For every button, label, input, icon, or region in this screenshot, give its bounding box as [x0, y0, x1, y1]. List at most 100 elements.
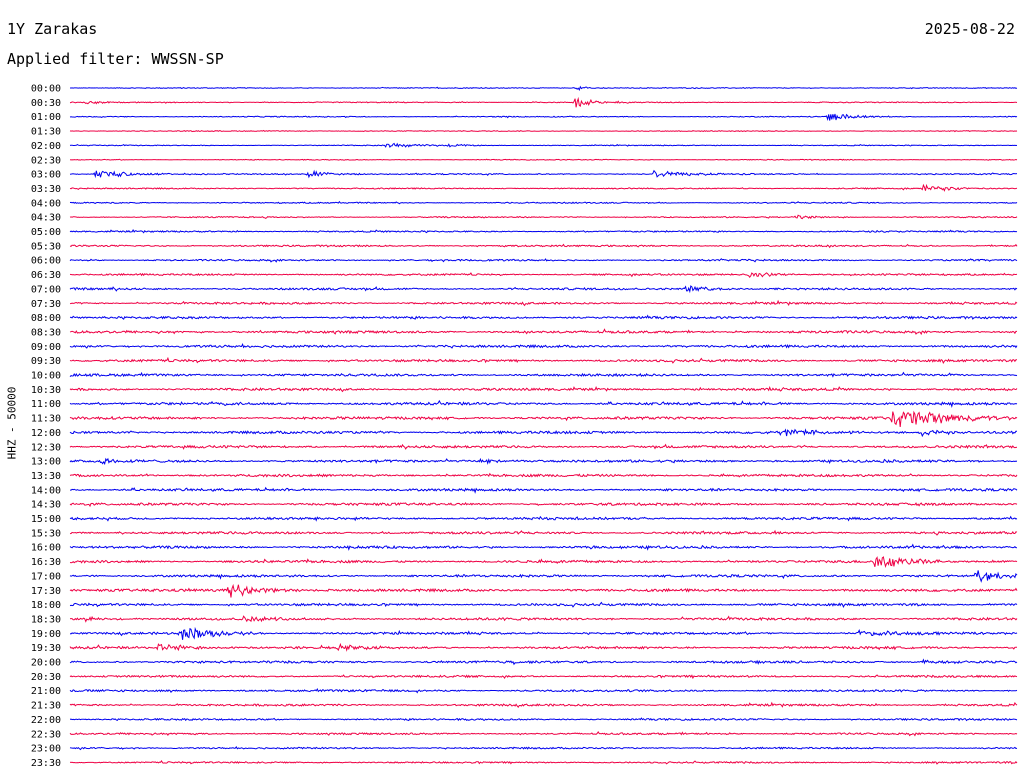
trace-row	[69, 328, 1017, 336]
seismic-traces	[69, 85, 1018, 765]
trace-row	[69, 642, 1018, 652]
row-time-label: 23:00	[31, 744, 61, 755]
row-time-label: 13:00	[31, 457, 61, 468]
row-time-label: 16:30	[31, 557, 61, 568]
trace-row	[69, 96, 1018, 108]
trace-row	[70, 486, 1018, 494]
row-time-label: 11:00	[31, 399, 61, 410]
trace-row	[69, 570, 1018, 583]
row-time-label: 06:00	[31, 256, 61, 267]
row-time-label: 03:30	[31, 184, 61, 195]
trace-row	[69, 356, 1017, 364]
trace-row	[69, 410, 1018, 428]
trace-row	[69, 285, 1018, 294]
row-time-label: 09:30	[31, 356, 61, 367]
row-time-label: 20:00	[31, 658, 61, 669]
row-time-label: 10:30	[31, 385, 61, 396]
trace-row	[69, 529, 1018, 536]
trace-row	[69, 717, 1018, 722]
row-time-label: 08:00	[31, 313, 61, 324]
row-time-label: 22:30	[31, 729, 61, 740]
row-time-label: 15:30	[31, 528, 61, 539]
station-title: 1Y Zarakas	[7, 20, 98, 38]
trace-row	[69, 674, 1018, 680]
trace-row	[69, 626, 1018, 640]
row-time-label: 02:30	[31, 155, 61, 166]
trace-row	[69, 142, 1018, 149]
trace-row	[69, 113, 1018, 122]
row-time-label: 18:00	[31, 600, 61, 611]
row-time-label: 13:30	[31, 471, 61, 482]
row-time-label: 05:30	[31, 241, 61, 252]
row-time-label: 16:00	[31, 543, 61, 554]
trace-row	[69, 501, 1018, 508]
trace-row	[69, 543, 1018, 551]
trace-row	[69, 730, 1018, 737]
row-time-label: 19:30	[31, 643, 61, 654]
row-time-label: 22:00	[31, 715, 61, 726]
row-time-label: 02:00	[31, 141, 61, 152]
trace-row	[69, 457, 1018, 466]
row-time-label: 08:30	[31, 327, 61, 338]
row-time-label: 12:30	[31, 442, 61, 453]
trace-row	[69, 314, 1018, 320]
trace-row	[69, 169, 1018, 179]
row-time-label: 14:00	[31, 485, 61, 496]
row-time-label: 07:30	[31, 299, 61, 310]
row-time-label: 10:00	[31, 371, 61, 382]
trace-row	[69, 688, 1018, 694]
plot-date: 2025-08-22	[924, 20, 1015, 38]
row-time-label: 09:00	[31, 342, 61, 353]
trace-row	[69, 515, 1018, 522]
trace-row	[69, 200, 1018, 205]
trace-row	[69, 701, 1018, 709]
filter-label: Applied filter: WWSSN-SP	[7, 50, 224, 68]
trace-row	[70, 85, 1018, 92]
row-time-label: 20:30	[31, 672, 61, 683]
row-time-label: 21:00	[31, 686, 61, 697]
row-time-label: 21:30	[31, 701, 61, 712]
trace-row	[69, 214, 1018, 220]
trace-row	[69, 583, 1018, 598]
trace-row	[69, 243, 1018, 249]
row-time-label: 17:00	[31, 571, 61, 582]
trace-row	[69, 658, 1018, 666]
row-time-label: 14:30	[31, 500, 61, 511]
trace-row	[69, 399, 1018, 409]
row-time-label: 19:00	[31, 629, 61, 640]
row-time-label: 00:00	[31, 84, 61, 95]
trace-row	[69, 371, 1018, 378]
time-tick-labels: 00:00 00:30 01:00 01:30 02:00 02:30 03:00 03:30…	[31, 84, 61, 769]
trace-row	[69, 428, 1017, 438]
trace-row	[69, 183, 1018, 192]
row-time-label: 03:00	[31, 170, 61, 181]
trace-row	[69, 556, 1018, 569]
row-time-label: 18:30	[31, 614, 61, 625]
trace-row	[69, 258, 1018, 263]
row-time-label: 12:00	[31, 428, 61, 439]
row-time-label: 17:30	[31, 586, 61, 597]
trace-row	[69, 272, 1018, 279]
row-time-label: 15:00	[31, 514, 61, 525]
row-time-label: 07:00	[31, 284, 61, 295]
row-time-label: 04:00	[31, 198, 61, 209]
trace-row	[69, 129, 1018, 133]
row-time-label: 01:30	[31, 127, 61, 138]
trace-row	[69, 342, 1018, 349]
row-time-label: 05:00	[31, 227, 61, 238]
trace-row	[69, 299, 1018, 307]
trace-row	[69, 443, 1018, 450]
trace-row	[69, 385, 1018, 393]
row-time-label: 11:30	[31, 414, 61, 425]
row-time-label: 23:30	[31, 758, 61, 769]
row-time-label: 06:30	[31, 270, 61, 281]
trace-row	[69, 472, 1018, 478]
trace-row	[69, 615, 1018, 623]
row-time-label: 01:00	[31, 112, 61, 123]
trace-row	[69, 228, 1018, 234]
row-time-label: 00:30	[31, 98, 61, 109]
row-time-label: 04:30	[31, 213, 61, 224]
trace-row	[69, 746, 1018, 751]
trace-row	[69, 601, 1018, 609]
